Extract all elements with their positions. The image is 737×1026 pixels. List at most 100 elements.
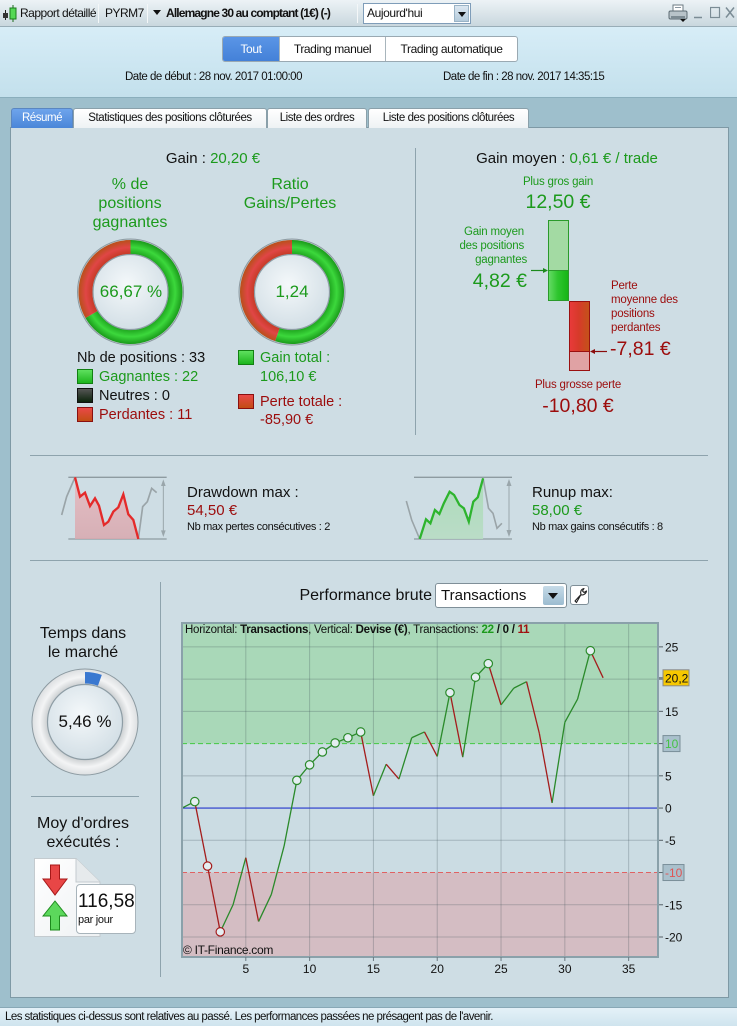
tab-closed-positions-list[interactable]: Liste des positions clôturées bbox=[368, 108, 529, 128]
series-segment-loss bbox=[206, 865, 221, 932]
market-time-title: Temps dans le marché bbox=[13, 624, 153, 662]
win-rate-title-line: gagnantes bbox=[92, 214, 168, 231]
filter-manual-button[interactable]: Trading manuel bbox=[279, 37, 385, 61]
gain-loss-ratio-donut bbox=[238, 238, 346, 346]
avg-gain-label-line: gagnantes bbox=[475, 254, 527, 266]
chart-watermark: © IT-Finance.com bbox=[183, 943, 274, 957]
total-loss-swatch-icon bbox=[238, 394, 254, 409]
upper-threshold-box bbox=[662, 735, 681, 753]
new-high-marker bbox=[304, 760, 315, 770]
performance-mode-value: Transactions bbox=[441, 587, 527, 604]
x-tick-label: 15 bbox=[367, 962, 381, 976]
donut-center bbox=[92, 253, 169, 331]
x-tick-label: 20 bbox=[431, 962, 445, 976]
losers-value: 11 bbox=[177, 407, 193, 423]
dropdown-arrow-icon bbox=[458, 12, 466, 17]
chart-settings-button[interactable] bbox=[570, 585, 589, 605]
series-segment-gain bbox=[564, 698, 579, 723]
close-icon[interactable] bbox=[725, 6, 735, 19]
total-gain-value: 106,10 € bbox=[260, 369, 317, 385]
start-date-value: 28 nov. 2017 01:00:00 bbox=[198, 71, 303, 83]
avg-loss-bar bbox=[569, 301, 590, 352]
series-segment-gain bbox=[283, 780, 298, 847]
tab-closed-positions-stats[interactable]: Statistiques des positions clôturées bbox=[73, 108, 267, 128]
candlestick-chart-icon bbox=[3, 5, 17, 22]
section-divider bbox=[160, 582, 161, 977]
win-rate-donut bbox=[77, 238, 184, 346]
total-gain-swatch-icon bbox=[238, 350, 254, 365]
series-segment-gain bbox=[257, 894, 272, 922]
total-gain-label: Gain total : bbox=[260, 350, 331, 366]
chart-header-h-value: Transactions bbox=[240, 624, 309, 636]
dropdown-arrow-icon bbox=[548, 593, 558, 599]
tab-resume[interactable]: Résumé bbox=[11, 108, 73, 128]
drawdown-label: Drawdown max : bbox=[187, 484, 299, 501]
wrench-icon bbox=[574, 587, 588, 604]
ratio-title-line: Gains/Pertes bbox=[243, 195, 337, 212]
avg-loss-label-line: Perte bbox=[611, 280, 638, 292]
orders-title: Moy d'ordres exécutés : bbox=[13, 814, 153, 852]
filter-automatic-button[interactable]: Trading automatique bbox=[385, 37, 517, 61]
orders-value-box: 116,58 par jour bbox=[76, 884, 136, 934]
market-time-value: 5,46 % bbox=[58, 712, 112, 731]
chart-header-wins: 22 bbox=[481, 624, 494, 636]
tab-orders-list[interactable]: Liste des ordres bbox=[267, 108, 367, 128]
period-select[interactable]: Aujourd'hui bbox=[363, 3, 471, 24]
market-time-donut bbox=[31, 668, 139, 776]
new-high-marker bbox=[445, 687, 455, 698]
series-segment-loss bbox=[423, 731, 438, 757]
series-segment-gain bbox=[513, 681, 527, 689]
trading-type-filter: Tout Trading manuel Trading automatique bbox=[222, 36, 518, 62]
new-high-marker bbox=[483, 658, 494, 669]
caret-down-icon bbox=[153, 10, 161, 16]
market-time-title-line: Temps dans bbox=[39, 625, 127, 642]
chart-header-v-value: Devise (€) bbox=[355, 624, 408, 636]
new-high-marker bbox=[330, 738, 340, 748]
runup-detail: Nb max gains consécutifs : 8 bbox=[532, 521, 663, 533]
series-segment-loss bbox=[589, 650, 604, 679]
orders-title-line: Moy d'ordres bbox=[37, 815, 129, 832]
y-tick-label: 5 bbox=[665, 769, 672, 783]
y-tick-label: -5 bbox=[665, 834, 676, 848]
performance-mode-select[interactable]: Transactions bbox=[435, 583, 567, 608]
series-segment-gain bbox=[270, 845, 285, 895]
section-divider bbox=[30, 455, 708, 456]
account-label[interactable]: PYRM7 bbox=[105, 6, 144, 20]
winners-swatch-icon bbox=[77, 369, 93, 384]
section-divider bbox=[30, 560, 708, 561]
positions-total-value: 33 bbox=[189, 350, 206, 366]
max-loss-value: -10,80 € bbox=[542, 395, 614, 417]
neutral-label: Neutres : bbox=[99, 388, 158, 404]
minimize-icon[interactable] bbox=[694, 7, 703, 19]
instrument-name: Allemagne 30 au comptant (1€) (-) bbox=[166, 6, 331, 20]
period-dropdown-button[interactable] bbox=[454, 5, 469, 22]
gain-label: Gain : bbox=[165, 150, 206, 167]
last-value-label: 20,2 bbox=[665, 671, 689, 685]
filter-tout-button[interactable]: Tout bbox=[223, 37, 279, 61]
series-segment-loss bbox=[245, 857, 260, 922]
start-date-label: Date de début : bbox=[125, 71, 197, 83]
total-loss-label: Perte totale : bbox=[260, 394, 343, 410]
maximize-icon[interactable] bbox=[710, 6, 721, 19]
donut-center bbox=[46, 683, 124, 761]
status-bar: Les statistiques ci-dessus sont relative… bbox=[0, 1007, 737, 1026]
section-divider bbox=[415, 148, 416, 435]
x-tick-label: 10 bbox=[303, 962, 317, 976]
toolbar-separator bbox=[147, 4, 148, 23]
series-segment-loss bbox=[525, 681, 540, 734]
series-segment-gain bbox=[500, 687, 515, 706]
series-segment-gain bbox=[398, 737, 413, 780]
ratio-title-line: Ratio bbox=[271, 176, 309, 193]
chart-header: Horizontal: Transactions, Vertical: Devi… bbox=[185, 623, 530, 638]
max-gain-label: Plus gros gain bbox=[522, 176, 594, 188]
market-time-title-line: le marché bbox=[47, 644, 119, 661]
series-segment-loss bbox=[487, 663, 502, 706]
instrument-selector[interactable]: Allemagne 30 au comptant (1€) (-) bbox=[153, 5, 331, 21]
printer-icon[interactable] bbox=[668, 4, 689, 23]
gain-value: 20,20 € bbox=[210, 150, 261, 167]
average-gain-label: Gain moyen : bbox=[476, 150, 566, 167]
avg-gain-label-line: des positions bbox=[459, 240, 524, 252]
x-tick-label: 5 bbox=[242, 962, 249, 976]
performance-mode-dropdown-button[interactable] bbox=[543, 586, 564, 605]
